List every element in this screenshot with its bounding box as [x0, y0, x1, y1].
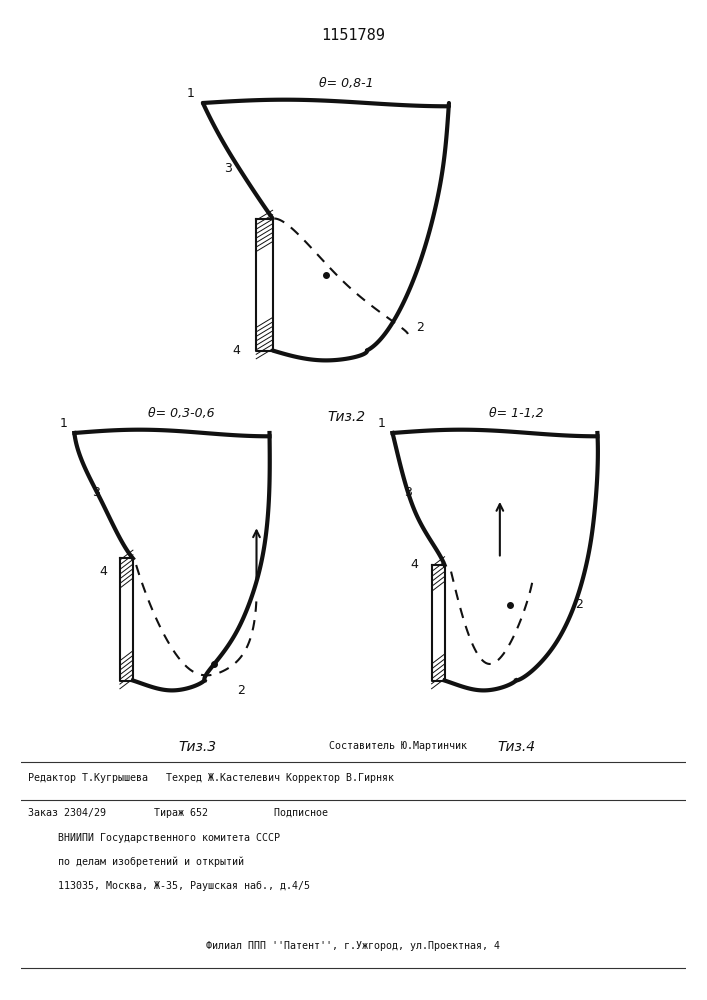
Text: θ= 0,8-1: θ= 0,8-1	[319, 77, 374, 90]
Text: ВНИИПИ Государственного комитета СССР: ВНИИПИ Государственного комитета СССР	[28, 833, 280, 843]
Text: 1: 1	[60, 417, 68, 430]
Text: 3: 3	[93, 486, 100, 499]
Text: по делам изобретений и открытий: по делам изобретений и открытий	[28, 857, 244, 867]
Text: 3: 3	[404, 486, 412, 499]
Text: 113035, Москва, Ж-35, Раушская наб., д.4/5: 113035, Москва, Ж-35, Раушская наб., д.4…	[28, 881, 310, 891]
Text: 4: 4	[232, 344, 240, 357]
Text: 1: 1	[187, 87, 194, 100]
Text: 3: 3	[223, 162, 232, 176]
Text: Филиал ППП ''Патент'', г.Ужгород, ул.Проектная, 4: Филиал ППП ''Патент'', г.Ужгород, ул.Про…	[206, 941, 501, 951]
Text: Τиз.2: Τиз.2	[327, 410, 366, 424]
Text: 2: 2	[575, 598, 583, 611]
Text: 2: 2	[416, 321, 424, 334]
Text: Редактор Т.Кугрышева   Техред Ж.Кастелевич Корректор В.Гирняк: Редактор Т.Кугрышева Техред Ж.Кастелевич…	[28, 773, 394, 783]
Text: θ= 1-1,2: θ= 1-1,2	[489, 407, 544, 420]
Text: 4: 4	[411, 558, 419, 571]
Text: 4: 4	[99, 565, 107, 578]
Text: 1: 1	[378, 417, 386, 430]
Text: θ= 0,3-0,6: θ= 0,3-0,6	[148, 407, 215, 420]
Text: 1151789: 1151789	[322, 27, 385, 42]
Text: Τиз.3: Τиз.3	[179, 740, 217, 754]
Text: Τиз.4: Τиз.4	[497, 740, 535, 754]
Text: Заказ 2304/29        Тираж 652           Подписное: Заказ 2304/29 Тираж 652 Подписное	[28, 808, 328, 818]
Text: Составитель Ю.Мартинчик: Составитель Ю.Мартинчик	[240, 741, 467, 751]
Text: 2: 2	[237, 684, 245, 697]
